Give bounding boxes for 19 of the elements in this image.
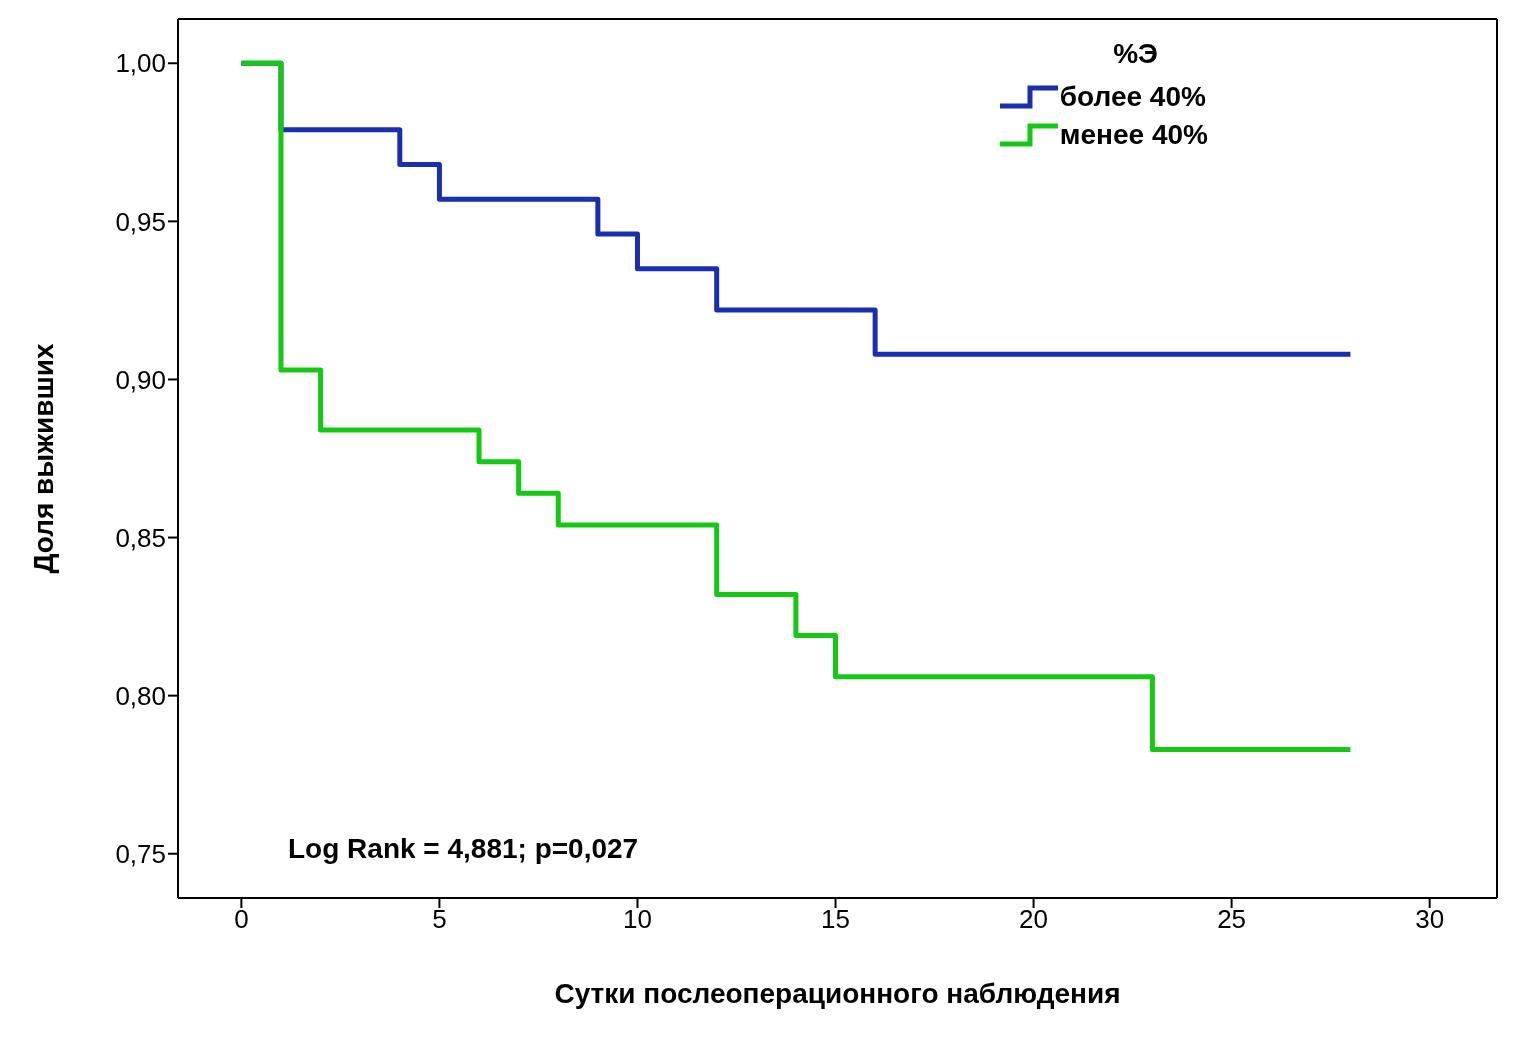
y-tick-label: 0,90 [115,364,166,395]
x-tick-label: 30 [1415,904,1445,935]
y-tick-label: 0,85 [115,522,166,553]
legend-label: менее 40% [1059,119,1208,151]
y-tick-label: 0,75 [115,838,166,869]
y-tick-label: 0,80 [115,680,166,711]
x-tick-label: 25 [1217,904,1247,935]
x-tick-label: 5 [432,904,447,935]
legend-title: %Э [1112,38,1158,70]
annotation: Log Rank = 4,881; p=0,027 [288,833,639,865]
x-tick-label: 10 [623,904,652,935]
y-axis-title: Доля выживших [27,343,59,574]
y-tick-label: 0,95 [115,206,166,237]
legend-label: более 40% [1059,81,1206,113]
x-tick-label: 15 [821,904,850,935]
x-tick-label: 20 [1019,904,1049,935]
x-axis-title: Сутки послеоперационного наблюдения [554,977,1121,1009]
x-tick-label: 0 [234,904,249,935]
y-tick-label: 1,00 [115,48,166,79]
